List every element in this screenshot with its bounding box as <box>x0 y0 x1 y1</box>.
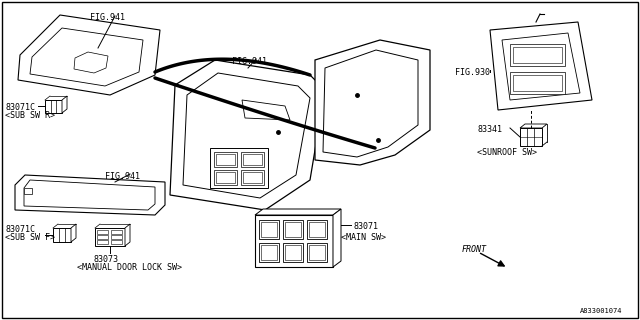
Text: FIG.941: FIG.941 <box>232 57 267 66</box>
Bar <box>97 230 108 234</box>
Text: 83073: 83073 <box>93 255 118 264</box>
Bar <box>513 47 562 63</box>
Bar <box>283 243 303 262</box>
Text: <SUB SW F>: <SUB SW F> <box>5 233 55 242</box>
Ellipse shape <box>99 190 121 202</box>
Bar <box>261 245 277 260</box>
Bar <box>283 220 303 239</box>
Bar <box>510 44 565 66</box>
Bar <box>285 245 301 260</box>
Polygon shape <box>30 28 143 86</box>
Polygon shape <box>210 148 268 188</box>
Text: <MANUAL DOOR LOCK SW>: <MANUAL DOOR LOCK SW> <box>77 263 182 272</box>
Polygon shape <box>502 33 580 100</box>
Bar <box>309 222 325 237</box>
Bar <box>259 220 279 239</box>
Polygon shape <box>24 188 32 194</box>
Bar <box>214 170 237 185</box>
Polygon shape <box>183 73 310 198</box>
Bar <box>216 172 235 183</box>
Bar <box>111 240 122 244</box>
Polygon shape <box>170 60 325 210</box>
Bar <box>111 235 122 239</box>
Polygon shape <box>125 224 130 246</box>
Bar <box>214 152 237 167</box>
Polygon shape <box>255 209 341 215</box>
Bar <box>307 243 327 262</box>
Bar <box>241 152 264 167</box>
Bar <box>259 243 279 262</box>
Polygon shape <box>323 50 418 157</box>
Polygon shape <box>95 228 125 246</box>
Text: 83071C: 83071C <box>5 103 35 112</box>
Text: <MAIN SW>: <MAIN SW> <box>341 233 386 242</box>
Bar <box>243 154 262 165</box>
Text: A833001074: A833001074 <box>580 308 623 314</box>
Polygon shape <box>242 100 290 120</box>
Polygon shape <box>62 96 67 113</box>
Text: FIG.941: FIG.941 <box>105 172 140 181</box>
Polygon shape <box>74 52 108 73</box>
Bar <box>309 245 325 260</box>
Polygon shape <box>24 180 155 210</box>
Polygon shape <box>333 209 341 267</box>
Text: FRONT: FRONT <box>462 245 487 254</box>
Bar <box>97 235 108 239</box>
Text: 83341: 83341 <box>477 125 502 134</box>
Polygon shape <box>520 124 547 128</box>
Bar <box>243 172 262 183</box>
Text: 83071: 83071 <box>353 222 378 231</box>
Bar <box>261 222 277 237</box>
Ellipse shape <box>59 190 81 202</box>
Text: 83071C: 83071C <box>5 225 35 234</box>
Text: FIG.941: FIG.941 <box>90 13 125 22</box>
Bar <box>241 170 264 185</box>
Text: <SUB SW R>: <SUB SW R> <box>5 111 55 120</box>
Polygon shape <box>15 175 165 215</box>
Bar <box>255 215 333 267</box>
Text: FIG.930: FIG.930 <box>455 68 490 77</box>
Polygon shape <box>520 128 542 146</box>
Text: <SUNROOF SW>: <SUNROOF SW> <box>477 148 537 157</box>
Polygon shape <box>71 224 76 242</box>
Bar <box>307 220 327 239</box>
Polygon shape <box>490 22 592 110</box>
Bar <box>111 230 122 234</box>
Polygon shape <box>53 228 71 242</box>
Bar <box>97 240 108 244</box>
Bar <box>216 154 235 165</box>
Bar <box>510 72 565 94</box>
Bar <box>513 75 562 91</box>
Polygon shape <box>18 15 160 95</box>
Bar <box>285 222 301 237</box>
Polygon shape <box>315 40 430 165</box>
Polygon shape <box>45 100 62 113</box>
